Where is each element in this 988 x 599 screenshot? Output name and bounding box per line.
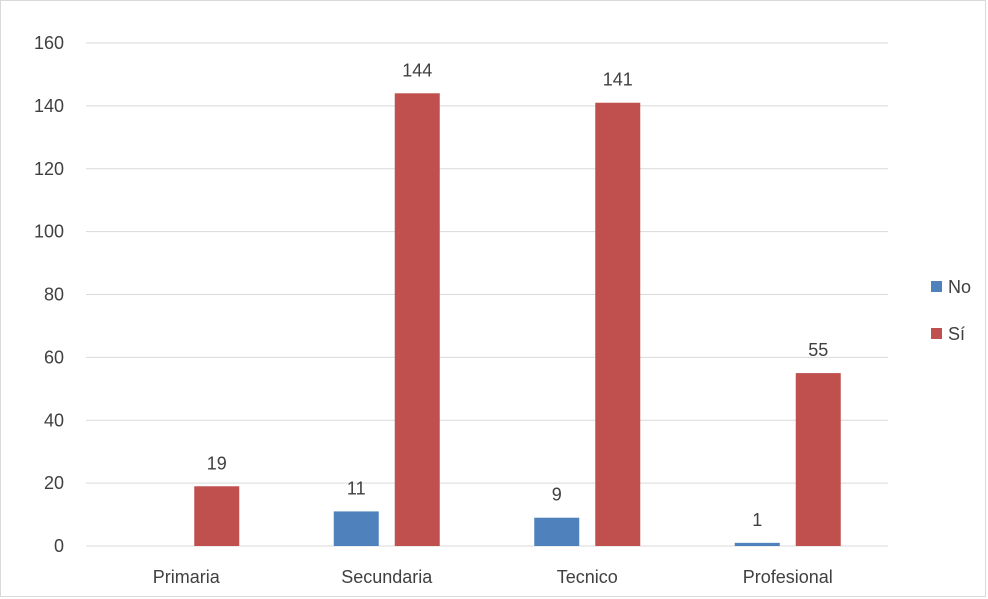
bar-sí-primaria [194, 486, 240, 546]
y-tick-label: 100 [34, 222, 64, 242]
bar-sí-profesional [795, 373, 841, 546]
bar-sí-secundaria [394, 93, 440, 547]
x-tick-label: Profesional [743, 567, 833, 587]
y-tick-label: 20 [44, 473, 64, 493]
data-label: 19 [207, 453, 227, 473]
y-tick-label: 160 [34, 33, 64, 53]
data-label: 144 [402, 60, 432, 80]
data-label: 1 [752, 510, 762, 530]
x-tick-label: Tecnico [557, 567, 618, 587]
y-tick-label: 60 [44, 347, 64, 367]
bar-sí-tecnico [595, 102, 641, 546]
bar-no-tecnico [534, 517, 580, 546]
legend-label-no: No [948, 277, 971, 297]
bar-no-profesional [734, 542, 780, 546]
x-tick-label: Primaria [153, 567, 221, 587]
data-label: 11 [347, 478, 366, 498]
y-tick-label: 140 [34, 96, 64, 116]
data-label: 141 [603, 70, 633, 90]
bar-no-secundaria [333, 511, 379, 546]
y-tick-label: 40 [44, 410, 64, 430]
y-tick-label: 80 [44, 285, 64, 305]
data-label: 55 [808, 340, 828, 360]
y-tick-label: 120 [34, 159, 64, 179]
x-tick-label: Secundaria [341, 567, 433, 587]
legend-swatch-sí [931, 328, 942, 339]
y-tick-label: 0 [54, 536, 64, 556]
legend-swatch-no [931, 281, 942, 292]
data-label: 9 [552, 485, 562, 505]
legend-label-sí: Sí [948, 324, 965, 344]
